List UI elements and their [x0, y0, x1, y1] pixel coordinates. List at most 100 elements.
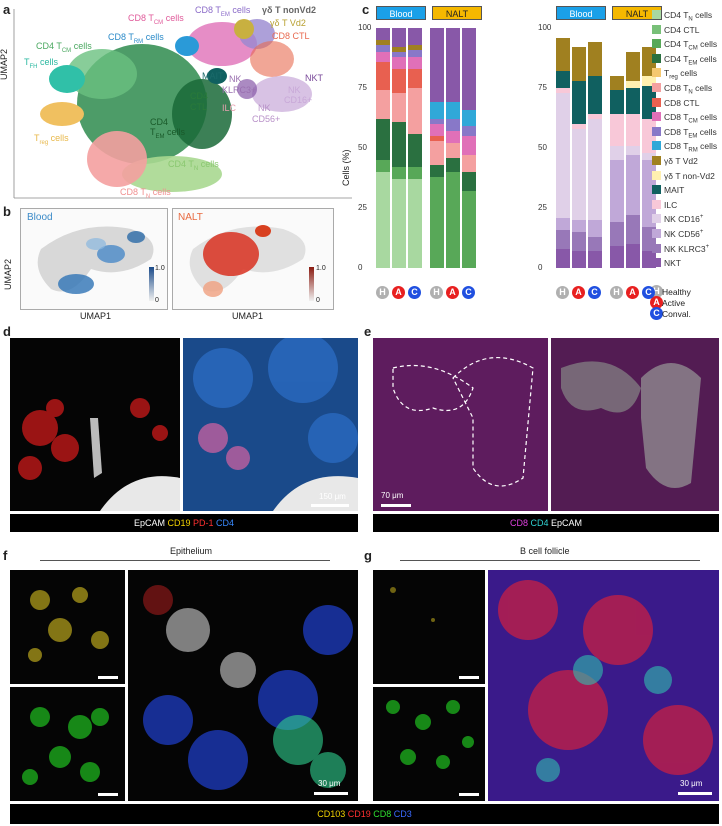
- stack-segment: [626, 80, 640, 88]
- stack-segment: [642, 85, 656, 120]
- scale-bar-g1: [459, 676, 479, 679]
- stack-segment: [430, 102, 444, 120]
- legend-label: CD8 TEM cells: [664, 126, 717, 140]
- stack-segment: [376, 119, 390, 160]
- legend-conval: Conval.: [662, 309, 691, 319]
- blood-xlabel: UMAP1: [80, 311, 112, 321]
- scale-label-e: 70 μm: [381, 491, 404, 500]
- stack-segment: [626, 244, 640, 268]
- condition-circle: A: [572, 286, 585, 299]
- stack-segment: [588, 236, 602, 252]
- umap-label-cd8-tem: CD8 TEM cells: [195, 5, 251, 18]
- blood-colorscale: [149, 267, 154, 301]
- stack-segment: [588, 114, 602, 120]
- stack-segment: [408, 88, 422, 134]
- nalt-scale-min: 0: [316, 297, 320, 304]
- scale-bar-f1: [98, 676, 118, 679]
- umap-label-cd4-tem-2: TEM cells: [150, 127, 186, 140]
- legend-swatch: [652, 229, 661, 238]
- umap-label-cd8-tcm: CD8 TCM cells: [128, 13, 184, 26]
- stack-segment: [626, 114, 640, 146]
- legend-label: NK CD16+: [664, 214, 704, 225]
- stack-column: [446, 28, 460, 268]
- y-tick-label: 25: [358, 203, 367, 212]
- condition-circle: A: [446, 286, 459, 299]
- legend-label: CD8 CTL: [664, 97, 700, 108]
- stack-segment: [572, 47, 586, 81]
- y-tick-label: 50: [538, 143, 547, 152]
- umap-label-cd8-ctl: CD8 CTL: [272, 31, 310, 41]
- stack-column: [392, 28, 406, 268]
- blood-title: Blood: [27, 212, 53, 223]
- stack-segment: [376, 160, 390, 172]
- legend-label: CD8 TN cells: [664, 83, 713, 96]
- chart-c-legend: CD4 TN cells CD4 CTL CD4 TCM cells CD4 TEM …: [640, 10, 722, 270]
- legend-swatch: [652, 126, 661, 136]
- legend-swatch: [652, 83, 661, 92]
- legend-label: Treg cells: [664, 68, 698, 82]
- stack-segment: [376, 61, 390, 91]
- image-g-cd103: [373, 570, 485, 684]
- stack-segment: [446, 119, 460, 132]
- umap-label-mait: MAIT: [202, 71, 224, 81]
- condition-circle: C: [588, 286, 601, 299]
- umap-label-cd8-trm: CD8 TRM cells: [108, 32, 164, 45]
- panel-b-label: b: [3, 204, 11, 219]
- header-nalt-left: NALT: [432, 6, 482, 20]
- legend-active-icon: A: [650, 296, 663, 309]
- stack-segment: [392, 68, 406, 93]
- stack-segment: [588, 42, 602, 76]
- stack-segment: [610, 114, 624, 146]
- stack-column: [430, 28, 444, 268]
- y-tick-label: 0: [358, 263, 363, 272]
- stack-segment: [446, 172, 460, 268]
- chart-c-ylabel: Cells (%): [341, 149, 351, 186]
- nalt-colorscale: [309, 267, 314, 301]
- panel-f-rule: [40, 560, 330, 561]
- caption-bar-fg: CD103 CD19 CD8 CD3: [10, 804, 719, 824]
- condition-circle: C: [408, 286, 421, 299]
- stack-segment: [446, 131, 460, 144]
- stack-segment: [462, 28, 476, 110]
- stack-segment: [572, 128, 586, 220]
- stack-segment: [556, 37, 570, 72]
- stack-segment: [446, 102, 460, 120]
- image-g-merged: 30 μm: [488, 570, 719, 801]
- legend-label: MAIT: [664, 185, 685, 196]
- stack-segment: [430, 176, 444, 268]
- scale-label-d: 150 μm: [319, 492, 346, 501]
- caption-fg: CD103 CD19 CD8 CD3: [317, 809, 412, 819]
- stack-segment: [430, 136, 444, 141]
- stack-column: [626, 28, 640, 268]
- stack-column: [462, 28, 476, 268]
- umap-label-tfh: TFH cells: [24, 57, 59, 70]
- stack-segment: [408, 56, 422, 69]
- umap-b-blood: Blood 1.0 0: [20, 208, 168, 310]
- stack-column: [610, 28, 624, 268]
- stack-segment: [408, 133, 422, 168]
- stack-segment: [626, 145, 640, 156]
- stack-segment: [572, 124, 586, 129]
- umap-label-cd4-tcm: CD4 TCM cells: [36, 41, 92, 54]
- stack-segment: [462, 126, 476, 136]
- stack-segment: [392, 56, 406, 69]
- legend-label: γδ T Vd2: [664, 156, 698, 166]
- stack-segment: [408, 167, 422, 180]
- umap-label-gd-vd2: γδ T Vd2: [270, 18, 306, 28]
- stack-segment: [408, 179, 422, 268]
- scale-bar-d: [311, 504, 349, 507]
- image-f-cd8: [10, 687, 125, 801]
- stack-segment: [588, 220, 602, 237]
- umap-label-gd-nonvd2: γδ T nonVd2: [262, 5, 316, 15]
- image-d-left: [10, 338, 180, 511]
- legend-label: NK CD56+: [664, 229, 704, 239]
- stack-segment: [556, 217, 570, 230]
- image-e-left: 70 μm: [373, 338, 548, 511]
- umap-label-treg: Treg cells: [34, 133, 69, 146]
- legend-swatch: [652, 39, 661, 49]
- legend-swatch: [652, 185, 661, 195]
- image-f-merged: 30 μm: [128, 570, 358, 801]
- panel-g-rule: [400, 560, 700, 561]
- umap-label-nk16-1: NK: [288, 85, 301, 95]
- blood-scale-min: 0: [155, 297, 159, 304]
